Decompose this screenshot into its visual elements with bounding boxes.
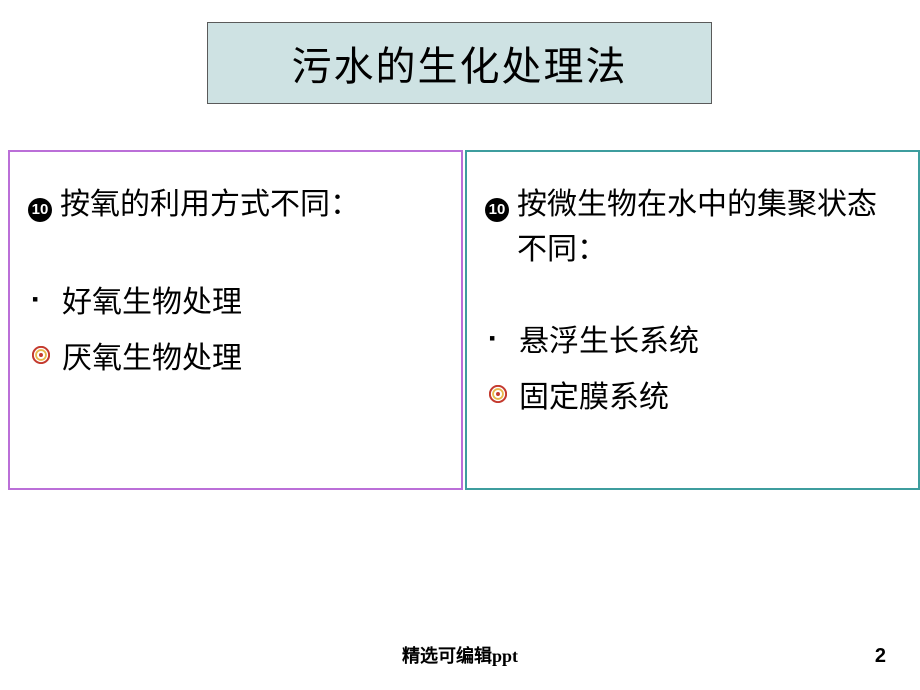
- circled-number-icon: 10: [485, 182, 509, 227]
- left-item: ▪ 好氧生物处理: [28, 277, 443, 321]
- left-item-text: 好氧生物处理: [62, 277, 242, 321]
- page-number: 2: [875, 645, 886, 668]
- right-heading-line: 10 按微生物在水中的集聚状态不同：: [485, 182, 900, 272]
- circled-number-icon: 10: [28, 182, 52, 227]
- right-heading-text: 按微生物在水中的集聚状态不同：: [517, 182, 900, 272]
- left-item: 厌氧生物处理: [28, 333, 443, 377]
- left-heading-line: 10 按氧的利用方式不同：: [28, 182, 443, 227]
- left-heading-text: 按氧的利用方式不同：: [60, 182, 360, 227]
- left-panel: 10 按氧的利用方式不同： ▪ 好氧生物处理 厌氧生物处理: [8, 150, 463, 490]
- right-item: 固定膜系统: [485, 372, 900, 416]
- right-item: ▪ 悬浮生长系统: [485, 316, 900, 360]
- right-panel: 10 按微生物在水中的集聚状态不同： ▪ 悬浮生长系统 固定膜系统: [465, 150, 920, 490]
- spiral-bullet-icon: [32, 346, 62, 364]
- title-box: 污水的生化处理法: [207, 22, 712, 104]
- spiral-bullet-icon: [489, 385, 519, 403]
- footer-text: 精选可编辑ppt: [402, 642, 518, 668]
- left-item-text: 厌氧生物处理: [62, 333, 242, 377]
- square-bullet-icon: ▪: [32, 289, 62, 310]
- right-item-text: 固定膜系统: [519, 372, 669, 416]
- right-item-text: 悬浮生长系统: [519, 316, 699, 360]
- square-bullet-icon: ▪: [489, 328, 519, 349]
- slide-title: 污水的生化处理法: [292, 34, 628, 92]
